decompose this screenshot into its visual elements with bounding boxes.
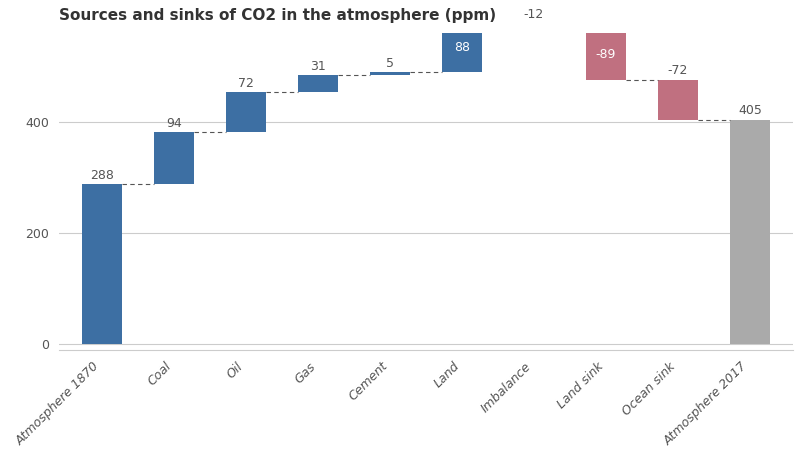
Bar <box>82 184 122 344</box>
Bar <box>730 120 770 344</box>
Text: 72: 72 <box>238 77 254 90</box>
Bar <box>442 24 482 72</box>
Text: 31: 31 <box>310 60 326 73</box>
Bar <box>298 75 338 92</box>
Bar <box>154 132 194 184</box>
Bar <box>226 92 266 132</box>
Text: Sources and sinks of CO2 in the atmosphere (ppm): Sources and sinks of CO2 in the atmosphe… <box>59 8 496 23</box>
Bar <box>586 30 626 80</box>
Text: -12: -12 <box>524 8 544 21</box>
Text: 5: 5 <box>386 57 394 70</box>
Bar <box>370 72 410 75</box>
Text: 288: 288 <box>90 169 114 182</box>
Text: -89: -89 <box>596 48 616 61</box>
Text: 88: 88 <box>454 41 470 55</box>
Text: -72: -72 <box>668 64 688 77</box>
Bar <box>658 80 698 120</box>
Text: 94: 94 <box>166 117 182 130</box>
Bar <box>514 24 554 30</box>
Text: 405: 405 <box>738 104 762 117</box>
